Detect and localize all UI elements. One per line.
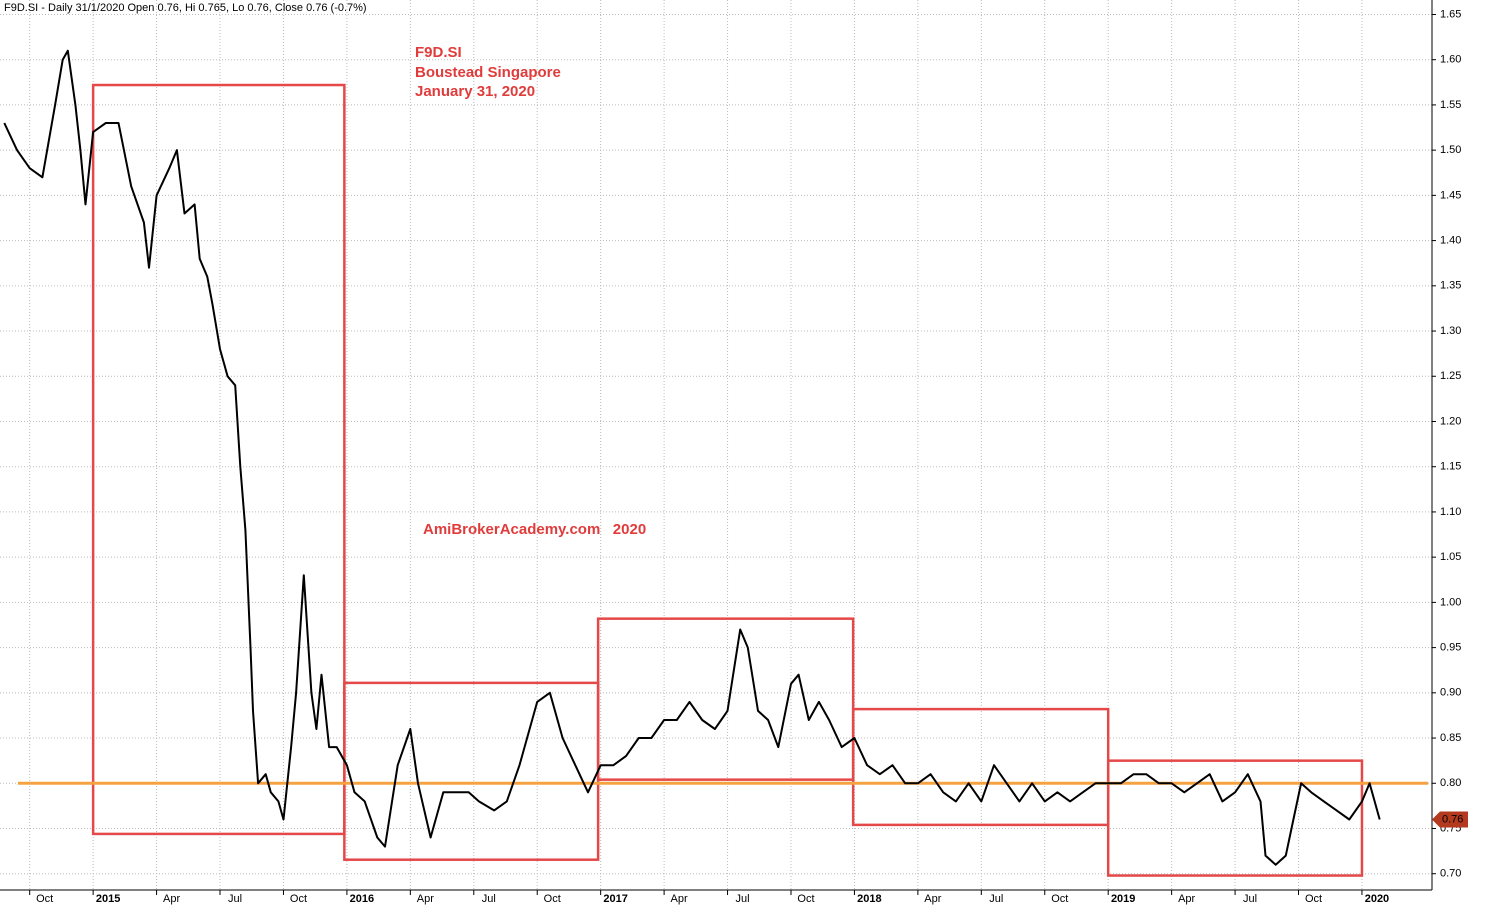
x-tick-label: 2019 xyxy=(1111,893,1135,905)
y-tick-label: 0.85 xyxy=(1440,732,1461,744)
range-box xyxy=(596,617,855,781)
chart-title: F9D.SI - Daily 31/1/2020 Open 0.76, Hi 0… xyxy=(4,2,367,14)
x-tick-label: Oct xyxy=(544,893,561,905)
x-tick-label: 2016 xyxy=(350,893,374,905)
x-tick-label: 2015 xyxy=(96,893,120,905)
y-tick-label: 1.60 xyxy=(1440,54,1461,66)
x-tick-label: Jul xyxy=(1243,893,1257,905)
y-tick-label: 1.50 xyxy=(1440,144,1461,156)
plot-layer xyxy=(0,0,1436,895)
y-tick-label: 1.45 xyxy=(1440,189,1461,201)
y-tick-label: 0.80 xyxy=(1440,777,1461,789)
y-tick-label: 0.70 xyxy=(1440,868,1461,880)
y-tick-label: 1.10 xyxy=(1440,506,1461,518)
annotation: January 31, 2020 xyxy=(415,83,535,100)
y-tick-label: 0.90 xyxy=(1440,687,1461,699)
last-price-marker xyxy=(1432,811,1468,828)
price-line xyxy=(3,49,1381,866)
x-tick-label: Jul xyxy=(989,893,1003,905)
x-tick-label: Jul xyxy=(482,893,496,905)
watermark: AmiBrokerAcademy.com 2020 xyxy=(423,521,646,538)
x-tick-label: Jul xyxy=(228,893,242,905)
x-tick-label: Oct xyxy=(1051,893,1068,905)
y-tick-label: 1.40 xyxy=(1440,234,1461,246)
y-tick-label: 1.05 xyxy=(1440,551,1461,563)
annotation: Boustead Singapore xyxy=(415,64,561,81)
x-tick-label: Oct xyxy=(1305,893,1322,905)
x-tick-label: Apr xyxy=(417,893,434,905)
y-tick-label: 1.25 xyxy=(1440,370,1461,382)
last-price-label: 0.76 xyxy=(1442,813,1463,825)
annotation: F9D.SI xyxy=(415,44,462,61)
x-tick-label: Apr xyxy=(1178,893,1195,905)
x-tick-label: Oct xyxy=(290,893,307,905)
x-tick-label: 2020 xyxy=(1365,893,1389,905)
range-box xyxy=(1106,759,1364,877)
x-tick-label: Apr xyxy=(671,893,688,905)
y-tick-label: 1.65 xyxy=(1440,8,1461,20)
y-tick-label: 1.20 xyxy=(1440,415,1461,427)
range-box xyxy=(91,83,346,836)
x-tick-label: Oct xyxy=(797,893,814,905)
x-tick-label: Apr xyxy=(924,893,941,905)
x-tick-label: Jul xyxy=(736,893,750,905)
x-tick-label: 2017 xyxy=(603,893,627,905)
y-tick-label: 1.00 xyxy=(1440,596,1461,608)
y-tick-label: 1.15 xyxy=(1440,461,1461,473)
x-tick-label: 2018 xyxy=(857,893,881,905)
x-tick-label: Apr xyxy=(163,893,180,905)
y-tick-label: 1.30 xyxy=(1440,325,1461,337)
x-tick-label: Oct xyxy=(36,893,53,905)
y-tick-label: 1.35 xyxy=(1440,280,1461,292)
y-tick-label: 1.55 xyxy=(1440,99,1461,111)
y-tick-label: 0.95 xyxy=(1440,642,1461,654)
